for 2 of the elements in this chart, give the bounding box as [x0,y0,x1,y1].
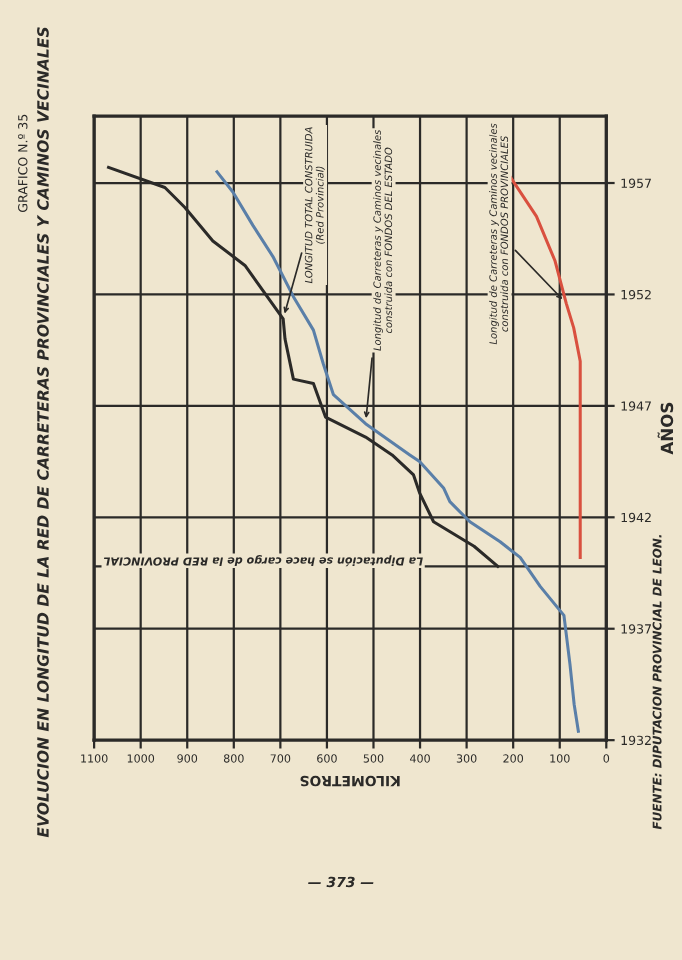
line-series [508,174,582,559]
y-axis-title: AÑOS [657,402,674,455]
